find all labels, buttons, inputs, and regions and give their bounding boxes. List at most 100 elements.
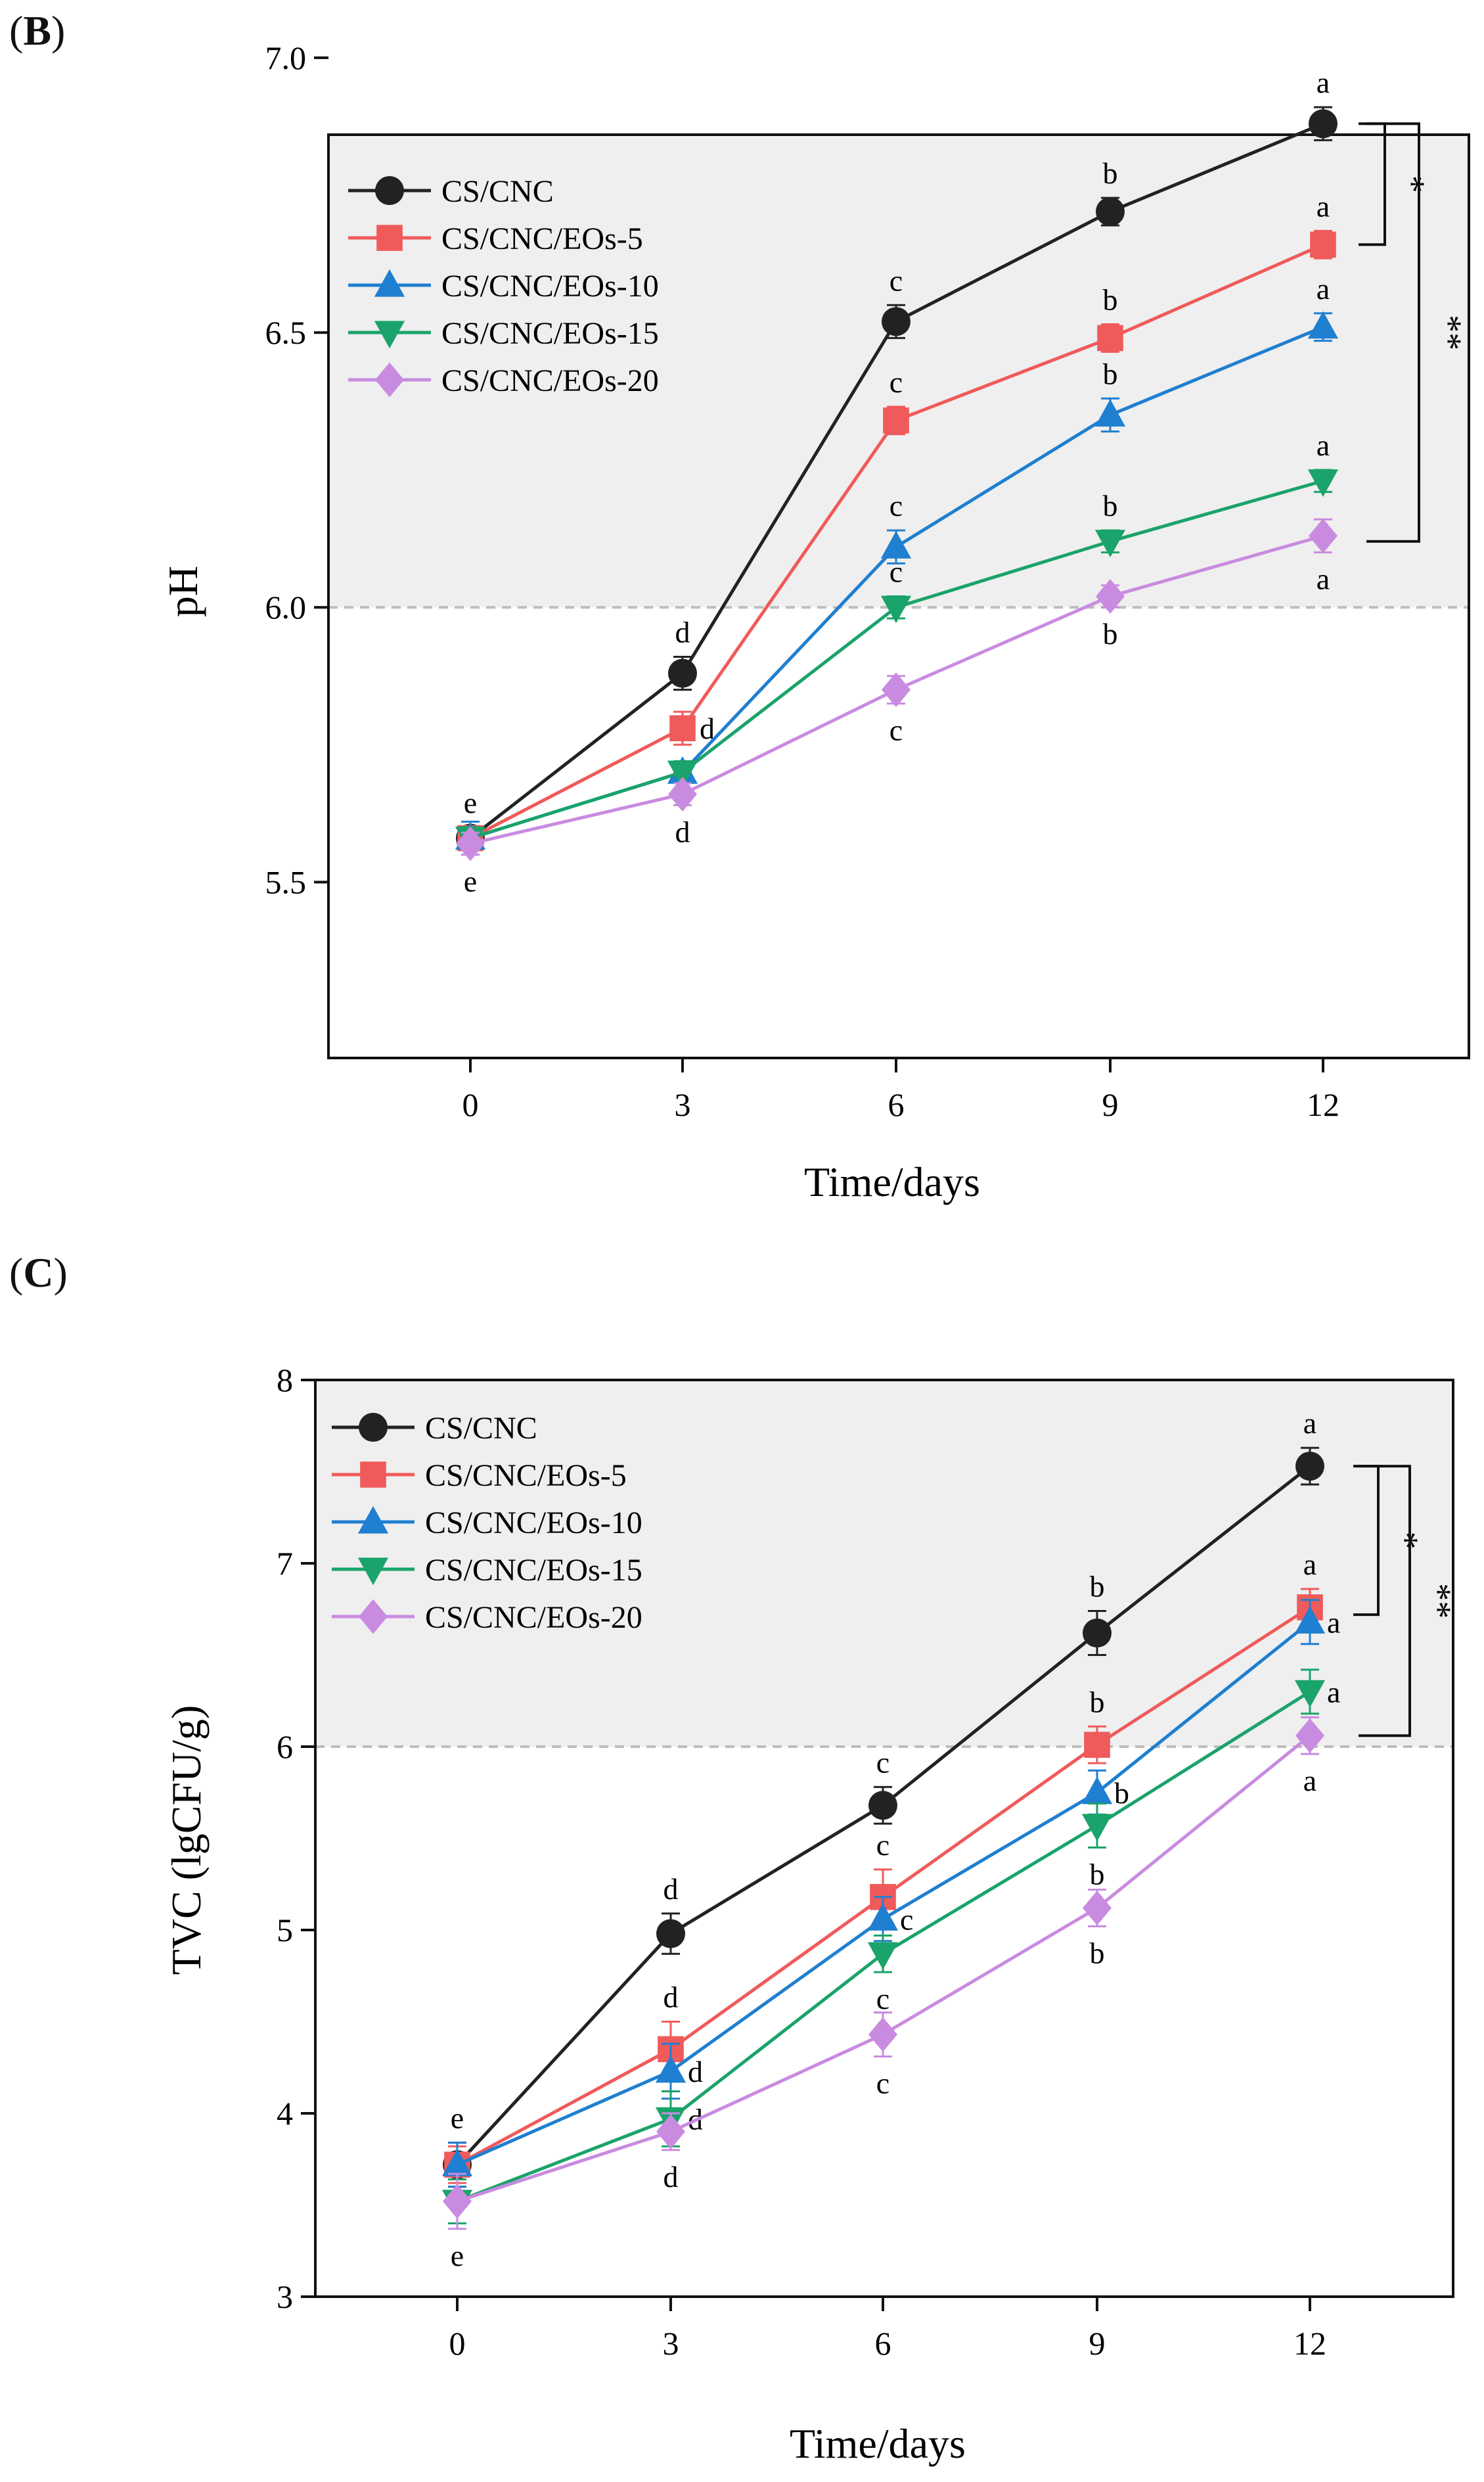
ph-significance-letter: a	[1316, 189, 1330, 223]
tvc-series-cs-cnc-eos-15: d c b a	[441, 1668, 1340, 2224]
tvc-significance-letter: b	[1090, 1570, 1105, 1603]
tvc-legend-marker	[357, 1505, 389, 1534]
panel-label-b: (B)	[9, 7, 66, 54]
ph-bracket-label: *	[1393, 175, 1432, 193]
tvc-significance-letter: c	[900, 1902, 913, 1936]
ph-xtick-label: 3	[675, 1086, 691, 1123]
ph-data-point	[667, 760, 698, 789]
ph-data-point	[668, 658, 697, 688]
tvc-significance-letter: a	[1303, 1406, 1316, 1440]
tvc-shaded-region	[315, 1380, 1453, 1747]
ph-legend: CS/CNC CS/CNC/EOs-5 CS/CNC/EOs-10 CS/CNC/EO…	[348, 174, 659, 398]
tvc-legend-entry: CS/CNC/EOs-15	[425, 1553, 642, 1588]
tvc-data-point	[1295, 1452, 1324, 1481]
ph-shaded-region	[328, 135, 1469, 608]
tvc-legend-entry: CS/CNC/EOs-5	[425, 1458, 627, 1493]
tvc-bracket-label: **	[1419, 1583, 1458, 1619]
tvc-ytick-label: 4	[277, 2095, 293, 2132]
ph-legend-entry: CS/CNC/EOs-10	[441, 269, 659, 304]
ph-data-point	[1307, 311, 1339, 339]
ph-legend-entry: CS/CNC/EOs-20	[441, 363, 659, 398]
tvc-xtick-label: 12	[1293, 2325, 1326, 2362]
tvc-legend: CS/CNC CS/CNC/EOs-5 CS/CNC/EOs-10 CS/CNC/EO…	[332, 1411, 642, 1635]
tvc-data-point	[1294, 1606, 1326, 1634]
ph-legend-entry: CS/CNC	[441, 174, 554, 209]
tvc-data-point	[868, 1791, 897, 1820]
tvc-significance-letter: c	[876, 1982, 889, 2015]
tvc-significance-letter: b	[1090, 1936, 1105, 1969]
tvc-ytick-label: 5	[277, 1912, 293, 1948]
ph-data-point	[1307, 469, 1339, 497]
ph-significance-letter: c	[889, 489, 903, 522]
tvc-series-cs-cnc: e d c b a	[443, 1406, 1324, 2188]
ph-xtick-label: 0	[462, 1086, 479, 1123]
ph-legend-marker	[375, 176, 404, 205]
ph-data-point	[880, 531, 912, 559]
tvc-series-cs-cnc-eos-20: e d c b a	[443, 1716, 1324, 2272]
ph-series-cs-cnc-eos-5: d c b a	[457, 189, 1336, 852]
tvc-significance-letter: c	[876, 1828, 889, 1862]
tvc-legend-marker	[359, 1599, 388, 1634]
ph-significance-letter: c	[889, 555, 903, 589]
ph-significance-letter: b	[1103, 156, 1118, 190]
tvc-data-point	[656, 2114, 685, 2149]
ph-data-point	[880, 595, 912, 624]
tvc-legend-entry: CS/CNC/EOs-20	[425, 1600, 642, 1635]
tvc-significance-letter: c	[876, 2067, 889, 2100]
ph-significance-letter: b	[1103, 617, 1118, 651]
tvc-bracket-label: *	[1386, 1532, 1426, 1550]
ph-legend-marker	[374, 269, 405, 297]
ph-xtick-label: 9	[1102, 1086, 1119, 1123]
ph-bracket-line	[1366, 122, 1420, 543]
tvc-data-point	[441, 2148, 473, 2176]
ph-significance-letter: c	[889, 365, 903, 399]
tvc-significance-letter: c	[876, 1745, 889, 1779]
tvc-significance-letter: a	[1327, 1675, 1340, 1709]
tvc-data-point	[868, 2017, 897, 2052]
tvc-data-point	[1295, 1718, 1324, 1753]
tvc-data-point	[1084, 1732, 1110, 1758]
tvc-data-point	[656, 1919, 685, 1948]
tvc-xtick-label: 9	[1089, 2325, 1106, 2362]
tvc-legend-entry: CS/CNC	[425, 1411, 537, 1446]
ph-bracket-label: **	[1429, 315, 1469, 350]
tvc-data-point	[1081, 1814, 1113, 1842]
ph-data-point	[882, 307, 911, 336]
tvc-significance-letter: b	[1114, 1776, 1129, 1810]
tvc-data-point	[1081, 1776, 1113, 1804]
ph-plot-frame	[327, 133, 1470, 1059]
tvc-bracket: **	[1359, 1465, 1458, 1737]
tvc-data-point	[867, 1942, 899, 1970]
tvc-legend-marker	[360, 1461, 386, 1488]
ph-ytick-label: 7.0	[265, 39, 307, 76]
ph-data-point	[1096, 197, 1125, 227]
ph-data-point	[1310, 231, 1336, 258]
tvc-ytick-label: 8	[277, 1362, 293, 1398]
tvc-data-point	[867, 1903, 899, 1931]
tvc-xtick-label: 3	[663, 2325, 679, 2362]
ph-significance-letter: d	[675, 815, 690, 848]
tvc-significance-letter: e	[451, 2102, 464, 2135]
ph-data-point	[883, 407, 909, 434]
ph-legend-marker	[374, 321, 405, 349]
tvc-series-cs-cnc-eos-10: d c b a	[441, 1599, 1340, 2188]
tvc-significance-letter: d	[663, 1872, 679, 1906]
tvc-data-point	[1083, 1891, 1112, 1925]
tvc-ytick-label: 6	[277, 1728, 293, 1765]
tvc-significance-letter: d	[688, 2055, 703, 2088]
ph-data-point	[1097, 325, 1123, 352]
tvc-significance-letter: a	[1327, 1605, 1340, 1639]
ph-significance-letter: a	[1316, 563, 1330, 596]
ph-data-point	[1094, 530, 1126, 558]
tvc-x-axis-label: Time/days	[790, 2420, 966, 2467]
tvc-significance-letter: a	[1303, 1764, 1316, 1797]
ph-data-point	[882, 672, 911, 708]
ph-data-point	[1096, 579, 1125, 614]
ph-significance-letter: b	[1103, 283, 1118, 317]
ph-series-cs-cnc-eos-20: e d c b a	[456, 518, 1338, 898]
ph-significance-letter: d	[675, 615, 690, 649]
ph-significance-letter: d	[700, 712, 715, 745]
ph-data-point	[456, 826, 485, 862]
